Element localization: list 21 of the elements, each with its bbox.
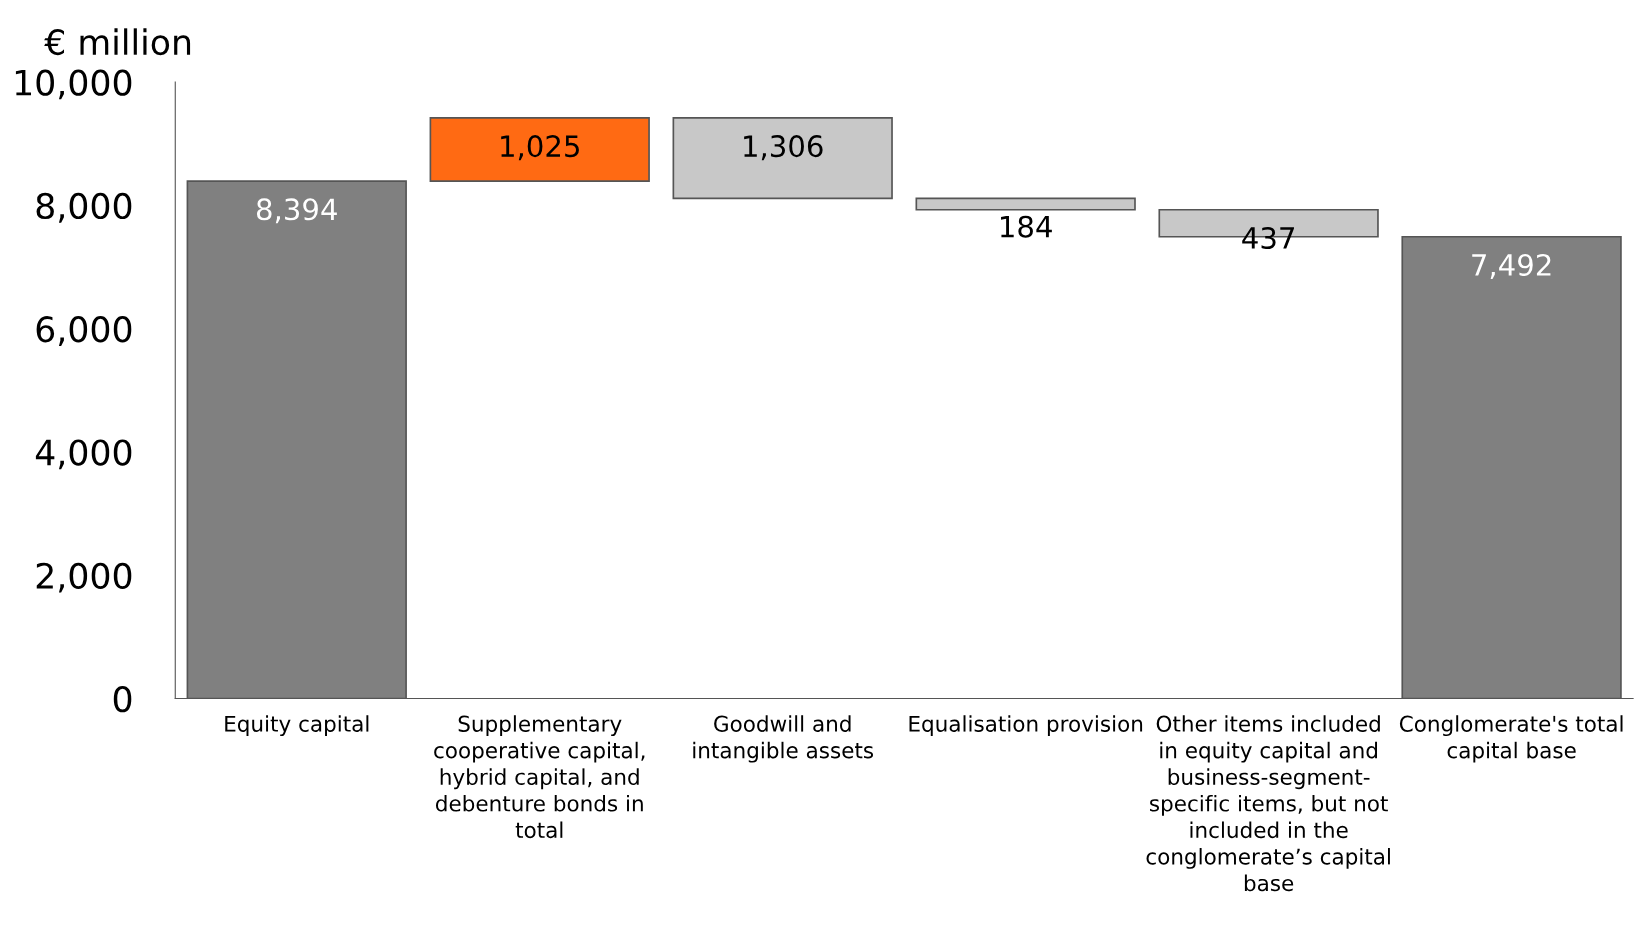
bar [672,117,893,200]
x-tick-label: Goodwill and intangible assets [693,715,874,763]
data-label: 7,492 [1472,253,1551,279]
y-tick-label: 8,000 [36,192,132,223]
bar [429,117,650,182]
data-label: 1,306 [744,135,823,161]
data-label: 184 [1001,215,1052,238]
bar [915,197,1136,211]
x-tick-label: Equalisation provision [909,715,1143,737]
y-tick-label: 0 [113,685,132,713]
y-tick-label: 10,000 [15,69,132,100]
y-tick-label: 2,000 [36,562,132,593]
x-tick-label: Equity capital [225,715,369,737]
data-label: 8,394 [256,198,337,224]
y-tick-label: 4,000 [35,439,132,470]
x-tick-label: Supplementary cooperative capital, hybrid capital, and debenture bonds in total [434,715,645,839]
x-tick-label: Other items included in equity capital and business-segment- specific items, but not included in the conglomerate’s capital base [1146,715,1390,892]
data-label: 1,025 [501,135,579,161]
x-tick-label: Conglomerate's total capital base [1399,715,1623,763]
y-axis-title: € million [44,28,191,56]
y-tick-label: 6,000 [36,316,132,346]
